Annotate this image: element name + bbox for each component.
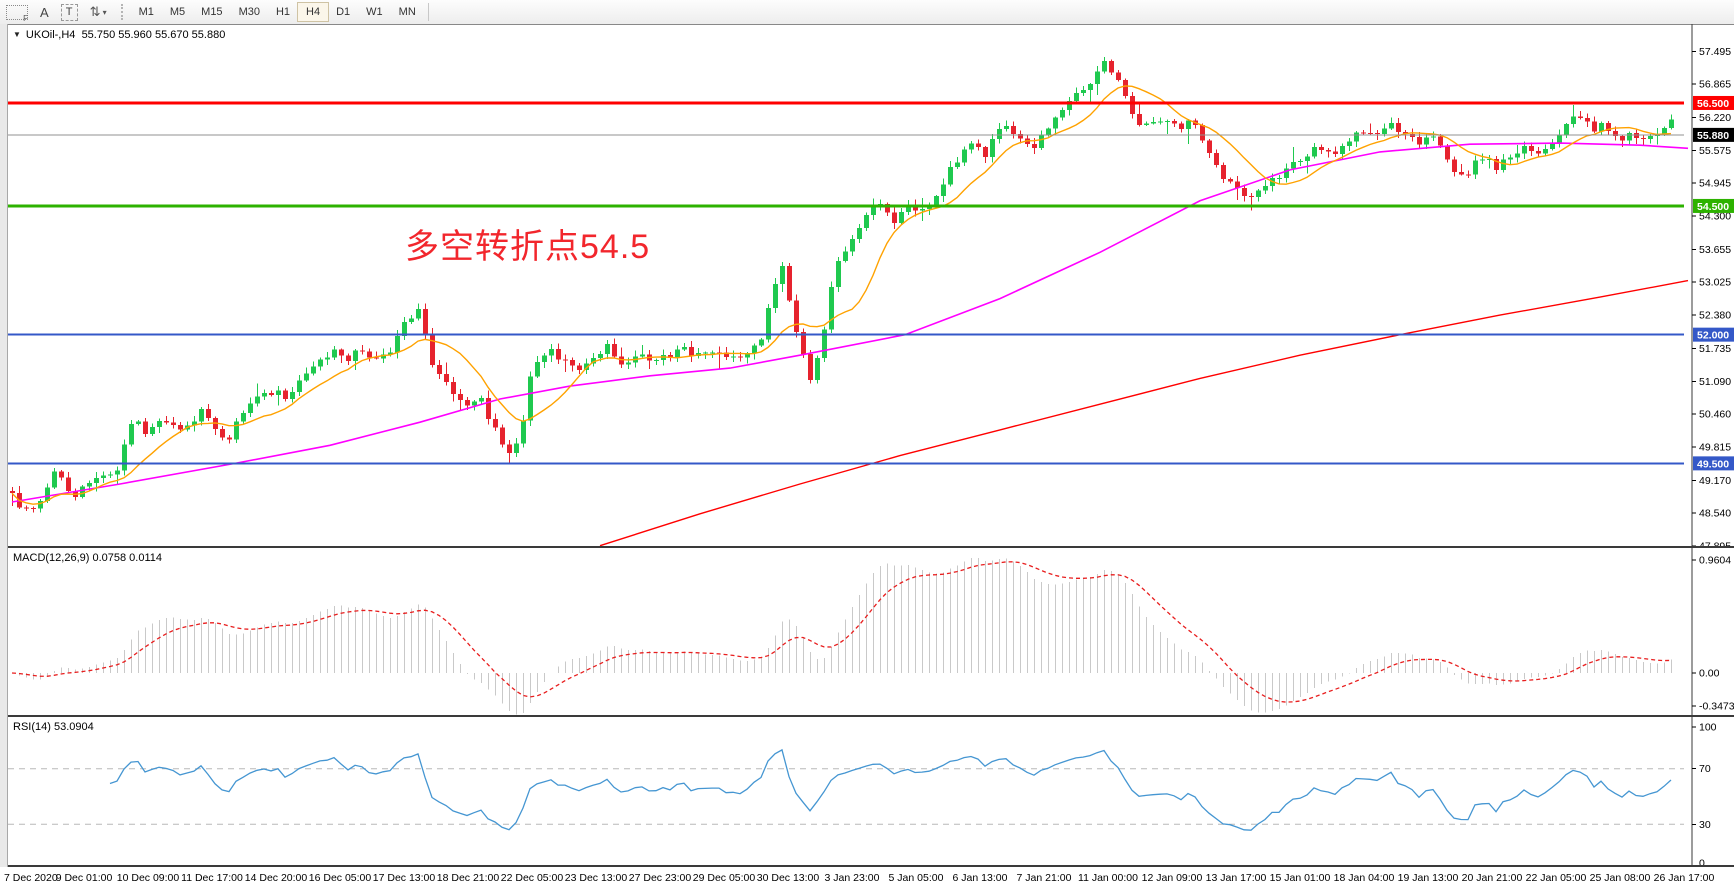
- svg-text:54.300: 54.300: [1699, 211, 1731, 223]
- time-axis-label: 7 Dec 2020: [4, 872, 58, 884]
- macd-signal-line: [11, 561, 1672, 703]
- time-axis-label: 6 Jan 13:00: [952, 872, 1008, 884]
- svg-text:0: 0: [1699, 858, 1705, 868]
- timeframe-w1-button[interactable]: W1: [358, 3, 391, 21]
- svg-text:53.655: 53.655: [1699, 244, 1731, 256]
- svg-text:30: 30: [1699, 819, 1711, 831]
- time-axis-label: 7 Jan 21:00: [1016, 872, 1072, 884]
- time-axis-label: 10 Dec 09:00: [116, 872, 180, 884]
- timeframe-m15-button[interactable]: M15: [193, 3, 230, 21]
- grid-f-glyph: F: [23, 13, 28, 23]
- toolbar: F A T ⇅ ▾ M1 M5 M15 M30 H1 H4 D1 W1 MN: [0, 0, 1734, 25]
- time-axis-label: 22 Jan 05:00: [1525, 872, 1587, 884]
- svg-text:55.880: 55.880: [1697, 130, 1729, 142]
- arrows-tool-icon[interactable]: ⇅ ▾: [89, 4, 107, 19]
- ma-fast-orange: [11, 85, 1672, 505]
- time-axis-label: 27 Dec 23:00: [628, 872, 692, 884]
- time-axis-label: 9 Dec 01:00: [55, 872, 113, 884]
- time-axis-label: 13 Jan 17:00: [1205, 872, 1267, 884]
- time-axis-label: 15 Jan 01:00: [1269, 872, 1331, 884]
- svg-text:50.460: 50.460: [1699, 408, 1731, 420]
- time-axis-label: 17 Dec 13:00: [372, 872, 436, 884]
- text-box-tool-icon[interactable]: T: [55, 2, 84, 22]
- timeframe-m5-button[interactable]: M5: [162, 3, 193, 21]
- time-axis-label: 3 Jan 23:00: [824, 872, 880, 884]
- macd-indicator-label: MACD(12,26,9) 0.0758 0.0114: [13, 552, 162, 564]
- svg-text:56.220: 56.220: [1699, 112, 1731, 124]
- dropdown-caret-icon[interactable]: ▾: [102, 7, 107, 17]
- svg-text:56.865: 56.865: [1699, 79, 1731, 91]
- svg-text:49.500: 49.500: [1697, 458, 1729, 470]
- time-axis-label: 29 Dec 05:00: [692, 872, 756, 884]
- svg-text:-0.3473: -0.3473: [1699, 701, 1734, 713]
- rsi-line: [109, 748, 1672, 831]
- svg-text:52.000: 52.000: [1697, 330, 1729, 342]
- text-label-tool-icon[interactable]: A: [40, 4, 49, 20]
- ma-mid-magenta: [11, 142, 1689, 503]
- svg-text:0.9604: 0.9604: [1699, 555, 1731, 567]
- ohlc-values: 55.750 55.960 55.670 55.880: [81, 29, 226, 41]
- svg-text:52.380: 52.380: [1699, 310, 1731, 322]
- time-axis-label: 18 Dec 21:00: [436, 872, 500, 884]
- time-axis-label: 26 Jan 17:00: [1653, 872, 1715, 884]
- toolbar-separator: [427, 3, 429, 21]
- time-axis-label: 16 Dec 05:00: [308, 872, 372, 884]
- rsi-indicator-label: RSI(14) 53.0904: [13, 721, 94, 733]
- time-axis-label: 22 Dec 05:00: [500, 872, 564, 884]
- macd-panel[interactable]: 0.9604 0.00 -0.3473: [0, 548, 1734, 717]
- svg-text:100: 100: [1699, 722, 1717, 734]
- timeframe-m30-button[interactable]: M30: [231, 3, 268, 21]
- time-axis-label: 25 Jan 08:00: [1589, 872, 1651, 884]
- chart-title: ▼ UKOil-,H4 55.750 55.960 55.670 55.880: [13, 29, 225, 41]
- svg-text:49.815: 49.815: [1699, 442, 1731, 454]
- chart-annotation-text: 多空转折点54.5: [405, 228, 651, 266]
- ma-slow-red: [599, 279, 1689, 547]
- time-axis-label: 11 Dec 17:00: [181, 872, 243, 884]
- chart-title-caret-icon[interactable]: ▼: [13, 30, 21, 39]
- svg-text:47.895: 47.895: [1699, 541, 1731, 549]
- time-axis-label: 23 Dec 13:00: [564, 872, 628, 884]
- timeframe-mn-button[interactable]: MN: [391, 3, 424, 21]
- time-axis[interactable]: 7 Dec 2020 9 Dec 01:00 10 Dec 09:00 11 Dec …: [0, 867, 1734, 893]
- time-axis-label: 14 Dec 20:00: [244, 872, 308, 884]
- window-left-splitter[interactable]: [0, 24, 8, 867]
- rsi-panel[interactable]: 100 70 30 0: [0, 717, 1734, 867]
- time-axis-label: 30 Dec 13:00: [756, 872, 820, 884]
- svg-text:55.575: 55.575: [1699, 145, 1731, 157]
- main-chart-panel[interactable]: 57.495 56.865 56.220 55.575 54.945 54.300 53.6…: [0, 24, 1734, 548]
- time-axis-label: 11 Jan 00:00: [1078, 872, 1138, 884]
- timeframe-h1-button[interactable]: H1: [268, 3, 298, 21]
- time-axis-label: 5 Jan 05:00: [888, 872, 944, 884]
- svg-text:53.025: 53.025: [1699, 276, 1731, 288]
- grid-f-icon[interactable]: F: [0, 2, 34, 23]
- timeframe-d1-button[interactable]: D1: [328, 3, 358, 21]
- time-axis-label: 20 Jan 21:00: [1461, 872, 1523, 884]
- symbol-label: UKOil-,H4: [25, 29, 76, 41]
- svg-text:56.500: 56.500: [1697, 98, 1729, 110]
- time-axis-label: 12 Jan 09:00: [1141, 872, 1203, 884]
- svg-text:54.945: 54.945: [1699, 178, 1731, 190]
- svg-text:51.735: 51.735: [1699, 343, 1731, 355]
- svg-text:0.00: 0.00: [1699, 668, 1720, 680]
- svg-text:48.540: 48.540: [1699, 507, 1731, 519]
- timeframe-h4-button[interactable]: H4: [297, 2, 330, 22]
- svg-text:70: 70: [1699, 763, 1711, 775]
- svg-text:51.090: 51.090: [1699, 376, 1731, 388]
- svg-text:49.170: 49.170: [1699, 475, 1731, 487]
- svg-text:54.500: 54.500: [1697, 201, 1729, 213]
- time-axis-label: 19 Jan 13:00: [1397, 872, 1459, 884]
- svg-text:57.495: 57.495: [1699, 46, 1731, 58]
- toolbar-grip[interactable]: [120, 4, 126, 20]
- time-axis-label: 18 Jan 04:00: [1333, 872, 1395, 884]
- timeframe-m1-button[interactable]: M1: [131, 3, 162, 21]
